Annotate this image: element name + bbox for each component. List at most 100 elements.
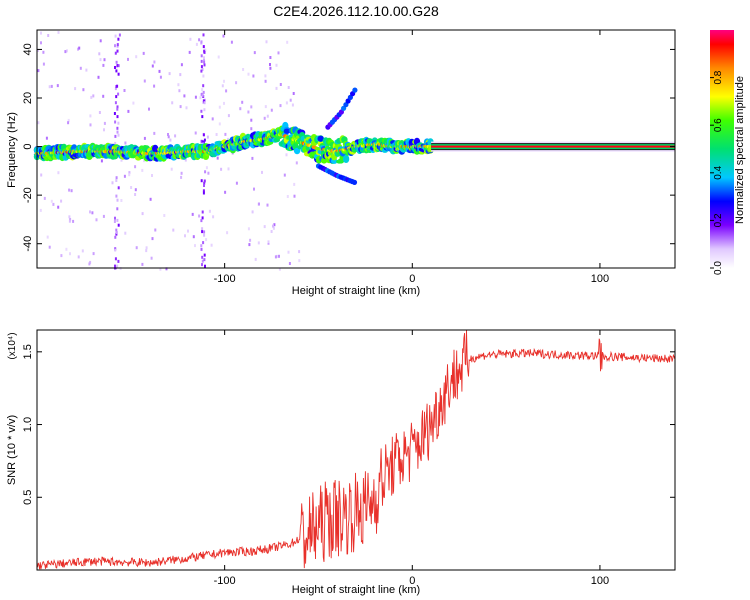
noise-speck <box>221 84 224 88</box>
noise-speck <box>291 103 294 107</box>
noise-speck <box>42 50 45 54</box>
noise-speck <box>81 249 84 253</box>
noise-streak <box>200 179 203 183</box>
noise-streak <box>200 139 203 143</box>
noise-speck <box>39 208 42 212</box>
noise-streak <box>117 72 120 76</box>
noise-speck <box>151 64 154 68</box>
noise-speck <box>273 223 276 227</box>
noise-streak <box>202 90 205 94</box>
noise-speck <box>195 42 198 46</box>
noise-speck <box>103 128 105 132</box>
noise-streak <box>203 63 206 67</box>
noise-speck <box>205 166 208 170</box>
noise-speck <box>102 63 105 67</box>
noise-speck <box>95 218 98 222</box>
noise-speck <box>223 79 225 83</box>
noise-speck <box>265 40 268 44</box>
noise-speck <box>142 51 145 55</box>
noise-speck <box>88 262 91 266</box>
noise-speck <box>235 181 238 185</box>
noise-speck <box>134 193 137 196</box>
noise-speck <box>82 88 85 92</box>
noise-speck <box>187 229 189 233</box>
noise-speck <box>183 94 186 98</box>
noise-speck <box>69 218 72 221</box>
branch-blob <box>351 179 358 185</box>
noise-speck <box>242 68 245 71</box>
noise-speck <box>208 209 211 213</box>
colorbar-tick-label: 0.2 <box>713 213 724 227</box>
noise-speck <box>227 137 229 141</box>
noise-speck <box>79 66 82 70</box>
noise-speck <box>153 60 156 64</box>
noise-streak <box>203 179 206 183</box>
noise-streak <box>201 259 204 263</box>
noise-speck <box>217 55 220 59</box>
noise-speck <box>47 34 50 37</box>
noise-streak <box>200 244 203 248</box>
noise-streak <box>201 115 204 119</box>
noise-streak <box>200 219 203 223</box>
noise-speck <box>277 51 280 55</box>
noise-speck <box>279 83 282 86</box>
noise-streak <box>115 228 118 232</box>
noise-streak <box>202 45 205 49</box>
noise-streak <box>116 198 119 202</box>
noise-speck <box>203 233 206 237</box>
noise-streak <box>115 179 118 182</box>
noise-speck <box>77 47 79 51</box>
noise-streak <box>116 43 119 47</box>
noise-speck <box>269 56 272 59</box>
noise-speck <box>254 257 257 261</box>
noise-streak <box>115 194 118 198</box>
noise-speck <box>117 121 120 125</box>
noise-speck <box>201 88 204 92</box>
noise-speck <box>97 75 100 79</box>
noise-speck <box>100 159 103 163</box>
noise-speck <box>220 167 223 171</box>
noise-streak <box>201 230 204 234</box>
noise-speck <box>172 228 175 232</box>
noise-streak <box>117 133 120 137</box>
noise-speck <box>227 114 230 118</box>
noise-speck <box>258 202 260 206</box>
noise-streak <box>117 259 120 263</box>
x-tick-label: 0 <box>409 575 415 587</box>
noise-speck <box>91 211 94 215</box>
noise-speck <box>99 39 102 43</box>
noise-speck <box>37 121 40 125</box>
noise-streak <box>117 92 120 96</box>
colorbar-label: Normalized spectral amplitude <box>734 76 746 224</box>
noise-speck <box>263 116 266 120</box>
noise-speck <box>270 230 273 233</box>
noise-speck <box>68 215 71 219</box>
noise-speck <box>132 101 135 105</box>
noise-speck <box>226 231 229 235</box>
snr-panel: -100 0 100 0.5 1.0 1.5 Height of straight lin… <box>6 329 676 596</box>
noise-speck <box>207 171 210 175</box>
noise-speck <box>120 158 123 162</box>
noise-speck <box>72 219 75 223</box>
noise-speck <box>202 74 205 78</box>
noise-streak <box>204 170 207 174</box>
noise-streak <box>114 44 116 48</box>
noise-speck <box>102 214 105 218</box>
noise-streak <box>201 140 204 144</box>
noise-speck <box>130 186 133 189</box>
noise-speck <box>205 238 208 242</box>
noise-speck <box>90 95 93 99</box>
noise-speck <box>177 83 180 87</box>
noise-speck <box>210 243 213 247</box>
spectrogram-border <box>36 29 676 269</box>
noise-speck <box>151 237 154 241</box>
noise-speck <box>180 63 183 67</box>
spectrogram-xlabel: Height of straight line (km) <box>292 285 420 297</box>
noise-speck <box>67 121 70 125</box>
noise-speck <box>43 196 46 200</box>
noise-streak <box>202 140 205 144</box>
noise-streak <box>202 33 205 37</box>
noise-speck <box>74 87 77 91</box>
noise-speck <box>253 51 256 55</box>
noise-speck <box>239 107 242 111</box>
